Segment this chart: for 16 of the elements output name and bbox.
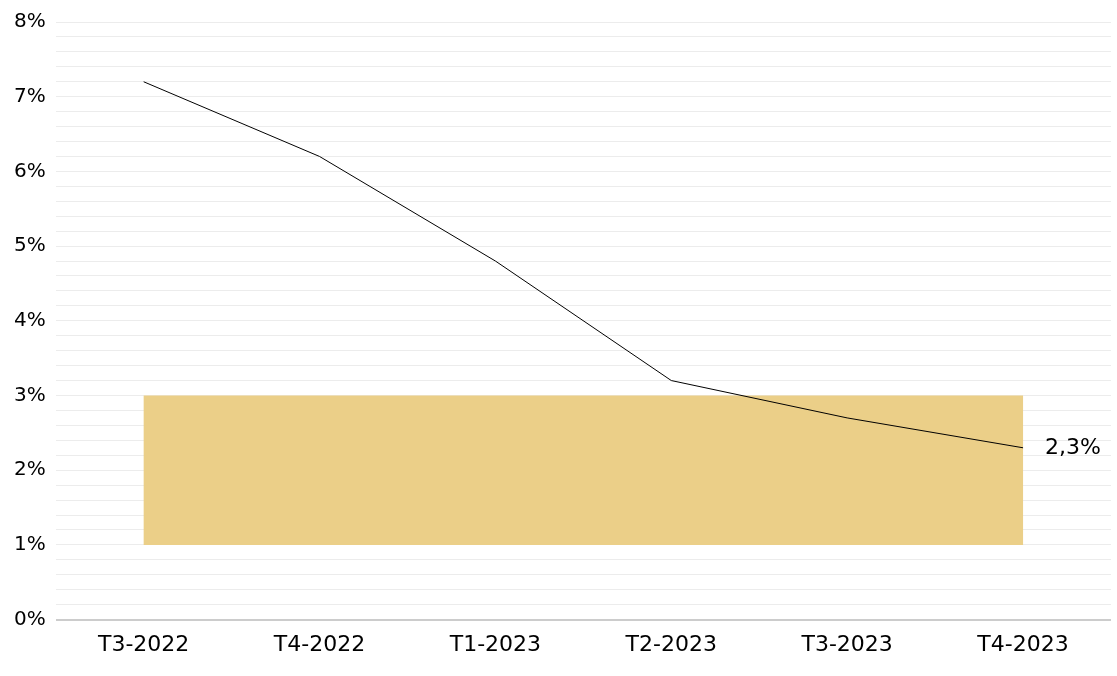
y-tick-label: 4% bbox=[13, 307, 46, 331]
y-tick-label: 8% bbox=[13, 8, 46, 33]
y-tick-label: 2% bbox=[13, 456, 46, 481]
x-tick-label: T3-2023 bbox=[800, 630, 893, 656]
x-tick-label: T2-2023 bbox=[624, 630, 717, 656]
y-tick-label: 7% bbox=[13, 82, 46, 107]
y-tick-label: 1% bbox=[13, 531, 46, 556]
annotation: 2,3% bbox=[1045, 433, 1101, 459]
x-tick-label: T1-2023 bbox=[448, 630, 542, 656]
x-tick-label: T4-2023 bbox=[976, 630, 1069, 656]
y-tick-label: 5% bbox=[13, 232, 46, 257]
y-tick-label: 0% bbox=[13, 605, 46, 630]
y-tick-label: 3% bbox=[13, 381, 46, 406]
y-tick-label: 6% bbox=[13, 157, 46, 182]
x-tick-label: T3-2022 bbox=[96, 630, 190, 656]
x-tick-label: T4-2022 bbox=[272, 630, 366, 656]
